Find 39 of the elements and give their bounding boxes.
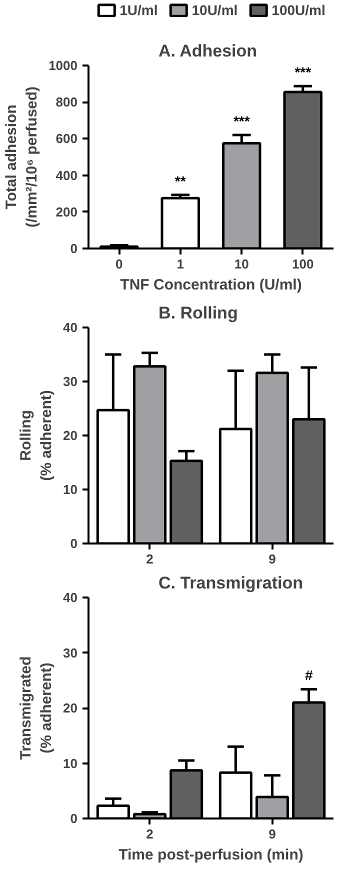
annotation: # [304,667,313,684]
y-tick-label: 200 [56,204,78,220]
y-axis-title: Transmigrated (% adherent) [18,656,56,760]
y-axis-title: Rolling (% adherent) [18,390,56,481]
y-tick-label: 20 [63,428,78,443]
y-tick-label: 1000 [48,58,78,73]
chart-title: C. Transmigration [158,574,304,592]
legend-label: 1U/ml [120,2,158,18]
x-tick-label: 2 [146,552,154,566]
y-tick-label: 400 [56,168,78,183]
y-tick-label: 0 [70,811,78,826]
y-tick-label: 40 [63,320,78,335]
x-tick-label: 2 [146,826,154,842]
annotation: *** [294,64,312,80]
chart-title: B. Rolling [158,304,238,322]
x-tick-label: 1 [176,256,184,272]
y-tick-label: 20 [63,700,78,716]
chart-title: A. Adhesion [158,42,258,60]
y-axis-title: Total adhesion (/mm²/10⁶ perfused) [3,86,41,228]
y-tick-label: 10 [63,756,78,771]
y-tick-label: 0 [70,241,78,256]
x-tick-label: 9 [268,552,276,566]
x-tick-label: 9 [268,826,276,842]
x-axis-title: TNF Concentration (U/ml) [120,276,302,294]
y-tick-label: 30 [63,645,78,660]
annotation: ** [174,172,186,189]
legend-label: 100U/ml [272,2,326,18]
x-axis-title: Time post-perfusion (min) [118,846,304,864]
y-tick-label: 800 [56,94,78,110]
x-tick-label: 100 [292,256,314,272]
annotation: *** [233,113,250,130]
x-tick-label: 10 [234,256,249,272]
y-tick-label: 40 [63,590,78,605]
legend-label: 10U/ml [192,2,238,18]
y-tick-label: 0 [70,536,78,551]
x-tick-label: 0 [116,256,123,272]
y-tick-label: 10 [63,482,78,497]
y-tick-label: 30 [63,374,78,389]
y-tick-label: 600 [56,131,78,146]
